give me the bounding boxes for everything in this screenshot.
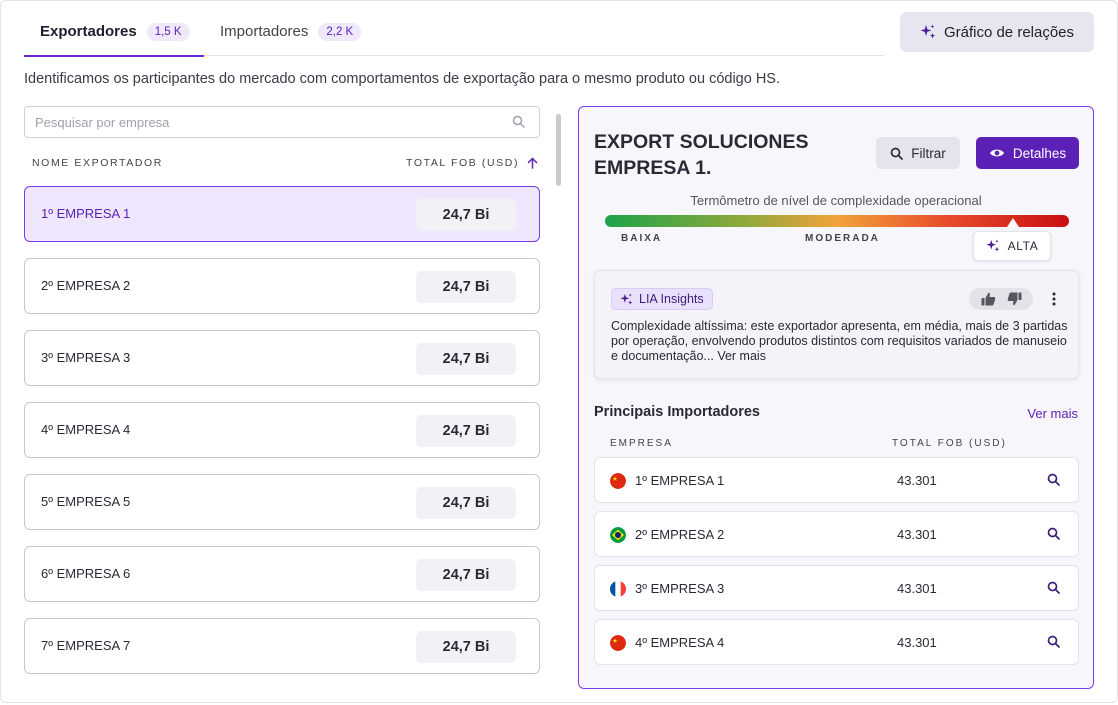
tab-count-badge: 2,2 K <box>318 23 362 41</box>
column-header-fob[interactable]: TOTAL FOB (USD) <box>406 157 538 169</box>
details-button-label: Detalhes <box>1012 145 1067 161</box>
search-icon[interactable] <box>1047 473 1060 486</box>
exporter-row[interactable]: 5º EMPRESA 5 24,7 Bi <box>24 474 540 530</box>
sparkle-icon <box>620 292 633 305</box>
sort-arrow-up-icon[interactable] <box>527 157 538 169</box>
exporter-fob-value: 24,7 Bi <box>416 559 516 591</box>
column-header-fob-label: TOTAL FOB (USD) <box>406 157 520 169</box>
exporter-row[interactable]: 4º EMPRESA 4 24,7 Bi <box>24 402 540 458</box>
exporter-name: 1º EMPRESA 1 <box>41 206 131 221</box>
exporter-name: 3º EMPRESA 3 <box>41 350 131 365</box>
search-input[interactable] <box>35 107 495 137</box>
exporter-row[interactable]: 2º EMPRESA 2 24,7 Bi <box>24 258 540 314</box>
sparkle-icon <box>986 239 999 252</box>
relations-graph-label: Gráfico de relações <box>943 23 1075 41</box>
see-more-link[interactable]: Ver mais <box>1027 406 1078 421</box>
exporter-fob-value: 24,7 Bi <box>416 271 516 303</box>
level-low-label: BAIXA <box>621 233 663 244</box>
importer-name: 2º EMPRESA 2 <box>635 527 725 542</box>
search-icon[interactable] <box>1047 581 1060 594</box>
level-high-pill: ALTA <box>973 231 1051 261</box>
level-moderate-label: MODERADA <box>805 233 880 244</box>
lia-insight-card: LIA Insights Complexidade altíssima: est… <box>594 270 1079 379</box>
tab-label: Importadores <box>220 23 309 40</box>
relations-graph-button[interactable]: Gráfico de relações <box>900 12 1094 52</box>
eye-icon <box>989 149 1004 157</box>
importer-row[interactable]: 3º EMPRESA 3 43.301 <box>594 565 1079 611</box>
more-options-icon[interactable] <box>1051 291 1057 307</box>
thumbs-down-icon[interactable] <box>1007 292 1022 306</box>
exporter-name: 2º EMPRESA 2 <box>41 278 131 293</box>
detail-title: EXPORT SOLUCIONES EMPRESA 1. <box>594 131 809 179</box>
filter-button[interactable]: Filtrar <box>876 137 960 169</box>
exporter-row[interactable]: 1º EMPRESA 1 24,7 Bi <box>24 186 540 242</box>
tab-importadores[interactable]: Importadores 2,2 K <box>220 22 362 56</box>
exporter-name: 6º EMPRESA 6 <box>41 566 131 581</box>
search-icon[interactable] <box>1047 527 1060 540</box>
company-search <box>24 106 540 138</box>
exporter-name: 4º EMPRESA 4 <box>41 422 131 437</box>
importer-row[interactable]: 1º EMPRESA 1 43.301 <box>594 457 1079 503</box>
search-icon <box>890 147 904 160</box>
exporter-fob-value: 24,7 Bi <box>416 415 516 447</box>
france-flag-icon <box>610 581 626 597</box>
lia-insights-label: LIA Insights <box>639 292 704 306</box>
importer-fob-value: 43.301 <box>897 581 937 596</box>
details-button[interactable]: Detalhes <box>976 137 1079 169</box>
importer-header-company: EMPRESA <box>610 438 673 449</box>
exporter-row[interactable]: 7º EMPRESA 7 24,7 Bi <box>24 618 540 674</box>
main-importers-title: Principais Importadores <box>594 404 760 420</box>
importer-name: 1º EMPRESA 1 <box>635 473 725 488</box>
brazil-flag-icon <box>610 527 626 543</box>
search-icon[interactable] <box>1047 635 1060 648</box>
importer-name: 4º EMPRESA 4 <box>635 635 725 650</box>
exporter-row[interactable]: 6º EMPRESA 6 24,7 Bi <box>24 546 540 602</box>
exporter-name: 7º EMPRESA 7 <box>41 638 131 653</box>
tab-count-badge: 1,5 K <box>146 23 190 41</box>
exporter-fob-value: 24,7 Bi <box>416 343 516 375</box>
exporter-detail-panel: EXPORT SOLUCIONES EMPRESA 1. Filtrar Det… <box>578 106 1094 689</box>
importer-fob-value: 43.301 <box>897 527 937 542</box>
exporter-fob-value: 24,7 Bi <box>416 487 516 519</box>
importer-name: 3º EMPRESA 3 <box>635 581 725 596</box>
tab-label: Exportadores <box>40 23 137 40</box>
page-description: Identificamos os participantes do mercad… <box>24 71 781 87</box>
search-icon[interactable] <box>512 115 525 128</box>
feedback-buttons <box>969 288 1033 310</box>
exporter-row[interactable]: 3º EMPRESA 3 24,7 Bi <box>24 330 540 386</box>
thermometer-title: Termômetro de nível de complexidade oper… <box>690 193 982 208</box>
insight-text: Complexidade altíssima: este exportador … <box>611 319 1068 363</box>
importer-fob-value: 43.301 <box>897 635 937 650</box>
sparkle-icon <box>920 24 936 39</box>
importer-header-fob: TOTAL FOB (USD) <box>892 438 1007 449</box>
filter-button-label: Filtrar <box>911 145 946 161</box>
column-header-name: NOME EXPORTADOR <box>32 157 163 169</box>
thermometer-marker <box>1007 218 1020 227</box>
list-scrollbar[interactable] <box>556 114 561 186</box>
tab-bar: Exportadores 1,5 K Importadores 2,2 K <box>24 12 884 57</box>
importer-row[interactable]: 2º EMPRESA 2 43.301 <box>594 511 1079 557</box>
china-flag-icon <box>610 473 626 489</box>
importer-fob-value: 43.301 <box>897 473 937 488</box>
exporter-name: 5º EMPRESA 5 <box>41 494 131 509</box>
complexity-thermometer-bar <box>605 215 1069 227</box>
importer-row[interactable]: 4º EMPRESA 4 43.301 <box>594 619 1079 665</box>
thumbs-up-icon[interactable] <box>981 292 996 306</box>
lia-insights-badge: LIA Insights <box>611 288 713 310</box>
tab-exportadores[interactable]: Exportadores 1,5 K <box>24 22 204 57</box>
level-high-label: ALTA <box>1007 239 1039 253</box>
exporter-fob-value: 24,7 Bi <box>416 199 516 231</box>
exporter-fob-value: 24,7 Bi <box>416 631 516 663</box>
china-flag-icon <box>610 635 626 651</box>
